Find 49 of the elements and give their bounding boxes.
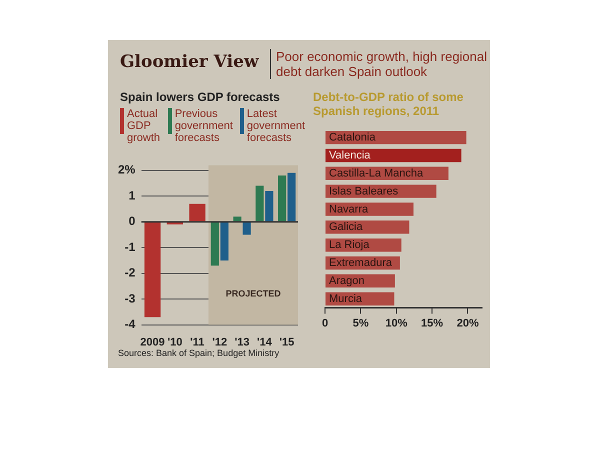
- x-tick-label: '14: [257, 336, 273, 348]
- x-tick-label: 15%: [421, 317, 444, 330]
- bar: [256, 186, 264, 222]
- bar: [326, 148, 462, 162]
- bar: [278, 175, 286, 222]
- y-tick-label: Islas Baleares: [329, 185, 399, 198]
- x-tick-label: 20%: [456, 317, 479, 330]
- bar: [189, 204, 206, 222]
- y-tick-label: -3: [124, 291, 136, 306]
- y-tick-label: 2%: [118, 162, 136, 177]
- y-tick-label: Aragon: [329, 274, 364, 287]
- bar: [288, 172, 296, 222]
- x-tick-label: 5%: [352, 317, 369, 330]
- x-tick-label: '11: [190, 336, 204, 348]
- bar: [220, 222, 228, 260]
- x-tick-label: 10%: [385, 317, 408, 330]
- y-tick-label: 0: [128, 214, 136, 228]
- bar: [144, 222, 161, 318]
- y-tick-label: Extremadura: [329, 257, 393, 270]
- y-tick-label: 1: [128, 188, 136, 202]
- legend-label: Previous government forecasts: [174, 108, 234, 144]
- y-tick-label: -1: [124, 240, 136, 254]
- legend-label: Actual GDP growth: [127, 108, 162, 144]
- x-tick-label: 2009: [140, 336, 165, 348]
- y-tick-label: La Rioja: [329, 239, 370, 252]
- y-tick-label: Castilla-La Mancha: [329, 167, 424, 180]
- y-tick-label: -4: [124, 317, 136, 332]
- x-tick-label: '12: [212, 336, 228, 348]
- text: Gloomier View: [120, 52, 259, 72]
- legend-label: Latest government forecasts: [246, 108, 305, 144]
- bar: [326, 220, 410, 234]
- chart-title: Spain lowers GDP forecasts: [120, 90, 281, 104]
- x-tick-label: '10: [167, 336, 182, 348]
- bar: [242, 222, 251, 235]
- y-tick-label: Navarra: [329, 203, 370, 216]
- y-tick-label: -2: [124, 266, 136, 280]
- bar: [265, 190, 274, 222]
- bar: [210, 222, 219, 266]
- bar: [233, 216, 242, 222]
- y-tick-label: Galicia: [329, 221, 364, 234]
- y-tick-label: Murcia: [329, 292, 363, 305]
- x-tick-label: '13: [234, 336, 250, 348]
- text: Poor economic growth, high regional debt darken Spain outlook: [270, 49, 506, 79]
- band-label: PROJECTED: [226, 288, 282, 298]
- y-tick-label: Valencia: [329, 150, 372, 162]
- chart-title: Debt-to-GDP ratio of some Spanish regions, 2011: [313, 90, 464, 118]
- source-note: Sources: Bank of Spain; Budget Ministry: [118, 348, 280, 358]
- x-tick-label: '15: [279, 336, 294, 348]
- y-tick-label: Catalonia: [329, 132, 376, 144]
